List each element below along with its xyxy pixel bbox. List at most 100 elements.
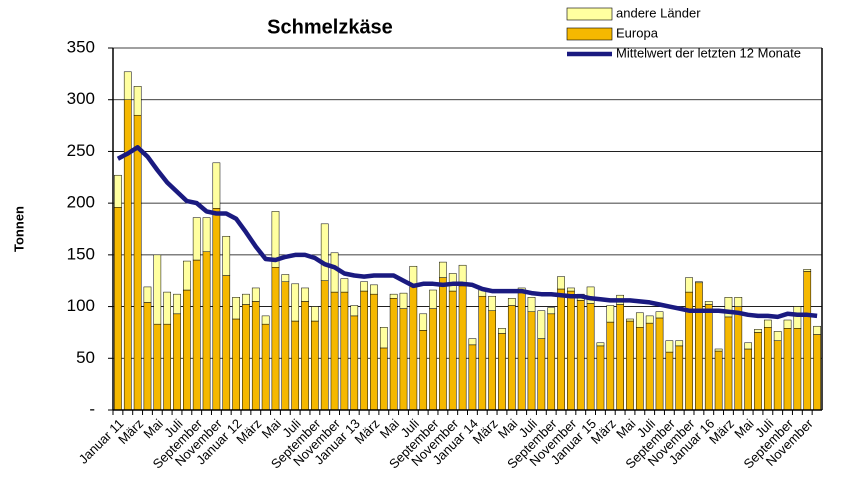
y-axis-label: Tonnen (11, 206, 26, 252)
bar (557, 288, 565, 411)
bar (517, 291, 526, 411)
bar (350, 305, 359, 317)
bar (813, 334, 821, 411)
bar (527, 311, 536, 411)
y-tick-label: 300 (67, 89, 95, 108)
legend-label: andere Länder (616, 5, 701, 20)
bar (478, 295, 487, 411)
bar (143, 286, 152, 303)
bar (183, 260, 191, 291)
bar (645, 322, 654, 411)
bar (242, 293, 250, 305)
bar (586, 303, 595, 411)
bar (655, 317, 664, 411)
bar (379, 327, 388, 349)
legend-label: Mittelwert der letzten 12 Monate (616, 45, 801, 60)
y-tick-label: 350 (67, 37, 95, 56)
bar (754, 329, 762, 333)
bar (202, 217, 211, 253)
bar (320, 280, 329, 411)
bar (123, 99, 132, 411)
bar (498, 333, 506, 411)
legend-swatch (566, 7, 613, 21)
bar (429, 289, 437, 309)
bar (232, 318, 240, 411)
bar (311, 306, 319, 322)
chart-title: Schmelzkäse (267, 16, 393, 38)
bar (507, 298, 516, 306)
bar (291, 320, 300, 411)
bar (232, 297, 240, 320)
bar (153, 254, 162, 325)
bar (763, 327, 772, 411)
bar (330, 291, 339, 411)
bar (567, 290, 575, 411)
bar (665, 351, 674, 411)
bar (202, 251, 211, 411)
bar (173, 313, 181, 411)
bar (114, 207, 122, 411)
bar (311, 320, 319, 411)
bar (399, 308, 408, 411)
bar (251, 287, 260, 302)
bar (695, 281, 703, 284)
bar (163, 323, 172, 411)
y-tick-label: 250 (67, 141, 95, 160)
bar (704, 301, 713, 305)
bar (635, 327, 644, 411)
bar (340, 278, 349, 293)
bar (596, 345, 605, 411)
bar (635, 312, 644, 328)
bar (291, 283, 300, 322)
bar (192, 259, 201, 411)
bar (389, 298, 398, 411)
bar (793, 306, 802, 329)
bar (340, 291, 349, 411)
bar (409, 284, 418, 411)
bar (655, 311, 664, 319)
bar (734, 297, 743, 307)
bar (596, 342, 605, 347)
bar (370, 293, 378, 411)
bar (783, 328, 792, 411)
bar (271, 267, 280, 411)
bar (685, 277, 693, 293)
bar (744, 348, 752, 411)
bar (389, 293, 398, 299)
bar (803, 269, 812, 272)
bar (301, 301, 309, 411)
bar (281, 274, 290, 282)
bar (773, 331, 782, 341)
bar (261, 323, 270, 411)
bar (498, 328, 506, 334)
bar (360, 281, 368, 292)
bar (488, 295, 496, 311)
bar (429, 308, 437, 411)
bar (724, 297, 733, 318)
bar (793, 328, 802, 411)
bar (399, 292, 408, 309)
bar (153, 323, 162, 411)
legend-swatch (566, 27, 613, 41)
y-tick-label: - (89, 399, 95, 418)
bar (360, 290, 368, 411)
bar (704, 304, 713, 411)
bar (133, 114, 142, 411)
bar (251, 301, 260, 411)
bar (773, 340, 782, 411)
bar (675, 345, 684, 411)
bar (439, 261, 447, 278)
bar (222, 235, 231, 276)
bar (281, 281, 290, 411)
bar (379, 347, 388, 411)
bar (576, 300, 585, 411)
bar (114, 174, 122, 208)
bar (547, 307, 556, 315)
y-tick-label: 100 (67, 296, 95, 315)
bar (242, 304, 250, 411)
bar (123, 71, 132, 100)
bar (301, 287, 309, 302)
bar (448, 290, 457, 411)
bar (350, 315, 359, 411)
bar (488, 310, 496, 411)
